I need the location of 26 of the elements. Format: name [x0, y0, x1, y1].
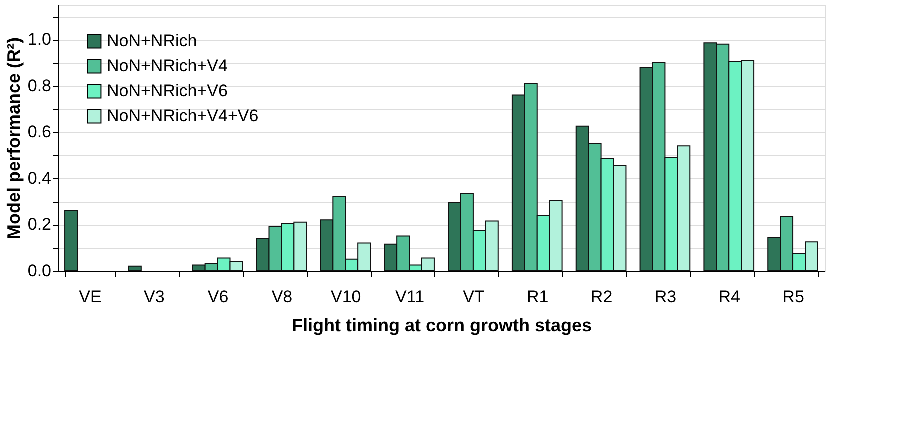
x-tick-label: V3	[144, 288, 165, 306]
x-tick-label: V6	[208, 288, 229, 306]
legend-label: NoN+NRich+V6	[107, 82, 228, 100]
x-tick-label: V10	[331, 288, 362, 306]
x-tick-label: R4	[718, 288, 740, 306]
bar	[128, 266, 142, 272]
legend-label: NoN+NRich	[107, 32, 198, 50]
x-tick-label: VE	[79, 288, 102, 306]
y-tick-label: 0.4	[28, 168, 52, 188]
x-tick-label: R1	[527, 288, 549, 306]
legend-label: NoN+NRich+V4+V6	[107, 106, 259, 126]
bar	[64, 210, 78, 272]
legend-label: NoN+NRich+V4	[107, 56, 228, 76]
y-tick-label: 1.0	[28, 30, 52, 50]
y-tick-label: 0.0	[28, 262, 52, 280]
y-tick-label: 0.8	[28, 76, 52, 96]
x-tick-label: V11	[396, 288, 425, 306]
y-axis-title: Model performance (R²)	[4, 37, 24, 240]
y-tick-label: 0.6	[28, 122, 52, 142]
x-tick-label: R3	[654, 288, 677, 306]
x-tick-label: R2	[590, 288, 613, 306]
x-tick-label: VT	[463, 288, 485, 306]
x-axis-title: Flight timing at corn growth stages	[292, 316, 592, 336]
y-tick-label: 0.2	[28, 215, 52, 234]
x-tick-label: V8	[272, 288, 293, 306]
x-tick-label: R5	[782, 288, 804, 306]
